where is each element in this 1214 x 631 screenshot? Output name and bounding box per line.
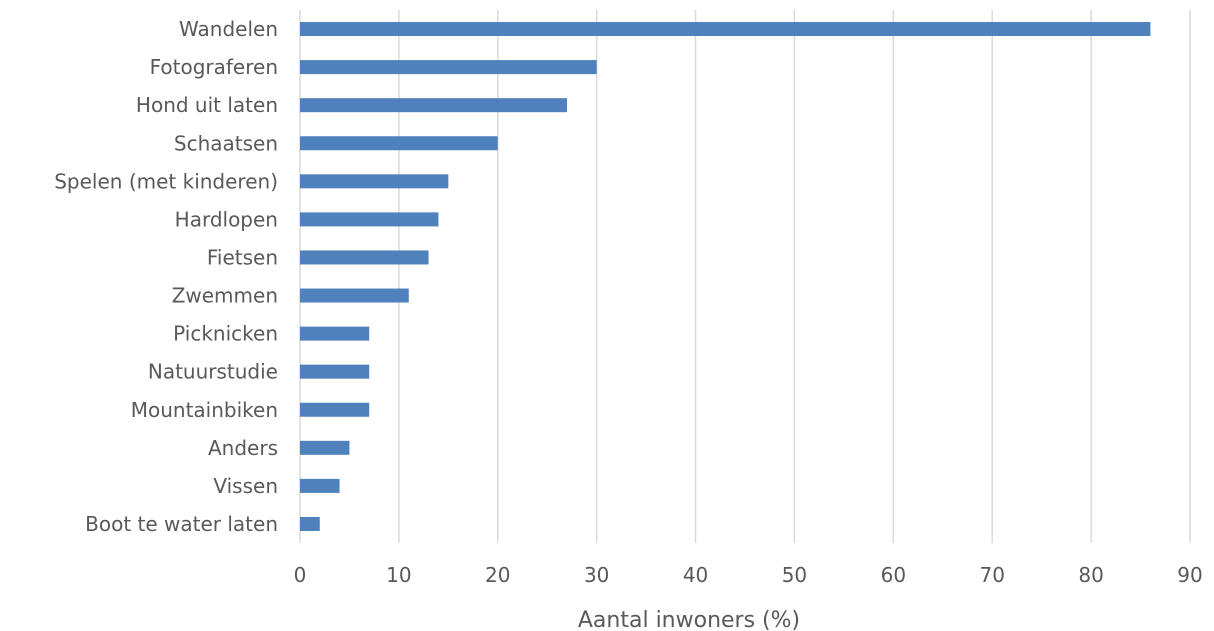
bar <box>300 22 1151 37</box>
category-label: Fietsen <box>207 245 278 269</box>
bar <box>300 136 498 151</box>
x-tick-label: 10 <box>386 563 411 587</box>
category-label: Hond uit laten <box>136 93 278 117</box>
category-label: Fotograferen <box>150 55 278 79</box>
x-tick-label: 70 <box>979 563 1004 587</box>
bar <box>300 326 370 341</box>
bars <box>300 22 1151 531</box>
bar <box>300 440 350 455</box>
category-label: Hardlopen <box>175 207 278 231</box>
x-tick-label: 90 <box>1177 563 1202 587</box>
category-label: Wandelen <box>179 17 278 41</box>
category-label: Boot te water laten <box>85 512 278 536</box>
x-tick-labels: 0 10 20 30 40 50 60 70 80 90 <box>294 563 1203 587</box>
bar <box>300 212 439 227</box>
x-tick-label: 0 <box>294 563 307 587</box>
bar <box>300 250 429 265</box>
category-label: Natuurstudie <box>148 360 278 384</box>
category-labels: Wandelen Fotograferen Hond uit laten Schaat… <box>54 17 278 536</box>
bar <box>300 174 449 189</box>
x-tick-label: 80 <box>1078 563 1103 587</box>
bar <box>300 516 320 531</box>
category-label: Spelen (met kinderen) <box>54 169 278 193</box>
x-tick-label: 40 <box>683 563 708 587</box>
category-label: Vissen <box>213 474 278 498</box>
bar <box>300 402 370 417</box>
category-label: Anders <box>208 436 278 460</box>
bar <box>300 478 340 493</box>
x-tick-label: 50 <box>782 563 807 587</box>
category-label: Zwemmen <box>172 284 278 308</box>
bar <box>300 60 597 75</box>
gridlines <box>299 10 1191 543</box>
category-label: Picknicken <box>173 322 278 346</box>
category-label: Mountainbiken <box>131 398 278 422</box>
bar <box>300 364 370 379</box>
x-axis-title: Aantal inwoners (%) <box>578 608 800 631</box>
x-tick-label: 30 <box>584 563 609 587</box>
x-tick-label: 20 <box>485 563 510 587</box>
bar <box>300 98 567 113</box>
bar <box>300 288 409 303</box>
category-label: Schaatsen <box>174 131 278 155</box>
x-tick-label: 60 <box>881 563 906 587</box>
